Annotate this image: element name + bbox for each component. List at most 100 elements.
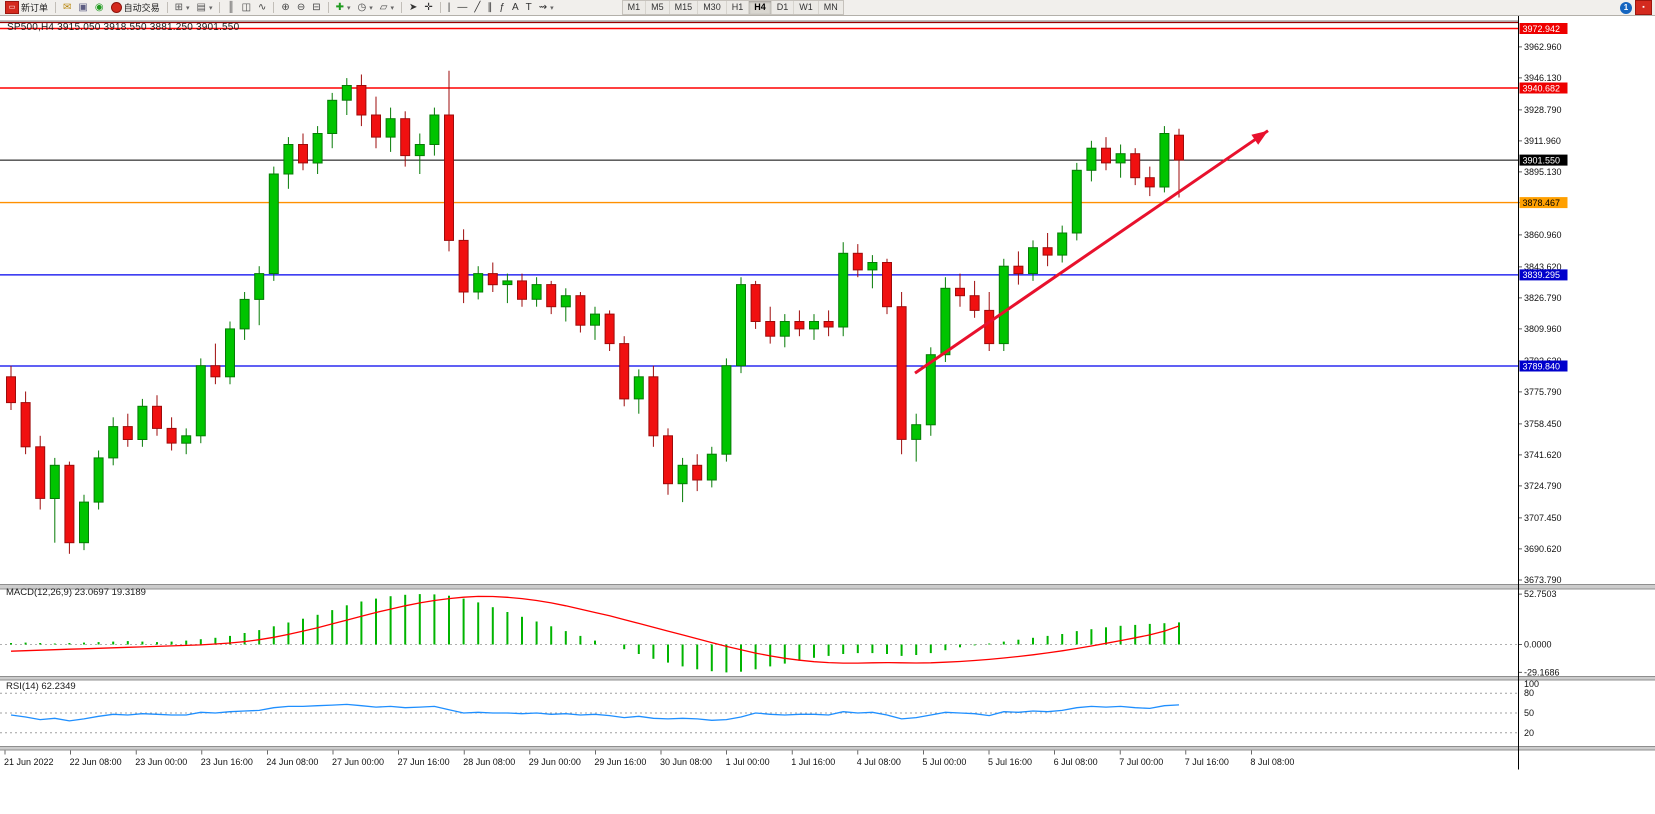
timeframe-d1[interactable]: D1 [772, 1, 795, 14]
svg-text:20: 20 [1524, 728, 1534, 738]
svg-text:23 Jun 00:00: 23 Jun 00:00 [135, 757, 187, 767]
candlestick-icon[interactable]: ◫ [239, 1, 254, 14]
tile-windows-icon: ⊟ [312, 1, 321, 13]
timeframe-h4[interactable]: H4 [749, 1, 772, 14]
order-ticket-icon: ▭ [5, 1, 19, 14]
auto-trading-button-label: 自动交易 [123, 3, 160, 13]
crosshair-icon: ✛ [424, 1, 433, 13]
fibonacci-icon: ƒ [499, 1, 505, 13]
svg-text:23 Jun 16:00: 23 Jun 16:00 [201, 757, 253, 767]
horizontal-line-icon[interactable]: — [454, 1, 470, 14]
cursor-icon[interactable]: ➤ [406, 1, 420, 14]
svg-text:3826.790: 3826.790 [1524, 293, 1562, 303]
zoom-in-icon[interactable]: ⊕ [278, 1, 292, 14]
timeframe-m15[interactable]: M15 [670, 1, 699, 14]
tile-windows-icon[interactable]: ⊟ [309, 1, 323, 14]
svg-text:27 Jun 16:00: 27 Jun 16:00 [398, 757, 450, 767]
svg-text:3789.840: 3789.840 [1523, 361, 1561, 371]
svg-text:3741.620: 3741.620 [1524, 450, 1562, 460]
svg-text:4 Jul 08:00: 4 Jul 08:00 [857, 757, 901, 767]
new-chart-icon: ⊞ [174, 1, 183, 13]
arrows-icon: ⇝ [538, 1, 548, 13]
timeframe-m1[interactable]: M1 [623, 1, 647, 14]
text-icon[interactable]: A [509, 1, 522, 14]
svg-text:3690.620: 3690.620 [1524, 544, 1562, 554]
svg-text:80: 80 [1524, 688, 1534, 698]
candlestick-icon: ◫ [241, 1, 252, 13]
auto-trading-button[interactable]: 自动交易 [108, 1, 163, 14]
dropdown-caret-icon: ▾ [346, 4, 351, 12]
new-order-button[interactable]: ▭ 新订单 [2, 1, 51, 14]
toolbar-right: 1 ▪ [1620, 0, 1653, 15]
dropdown-caret-icon: ▾ [390, 4, 394, 12]
svg-text:7 Jul 00:00: 7 Jul 00:00 [1119, 757, 1163, 767]
zoom-out-icon[interactable]: ⊖ [294, 1, 308, 14]
profiles-icon[interactable]: ▤ ▾ [194, 1, 216, 14]
templates-icon: ▱ [379, 1, 388, 13]
profiles-icon: ▤ [196, 1, 206, 13]
timeframe-mn[interactable]: MN [823, 2, 838, 12]
svg-text:3928.790: 3928.790 [1524, 105, 1562, 115]
sound-icon[interactable]: ◉ [92, 1, 107, 14]
crosshair-icon[interactable]: ✛ [421, 1, 435, 14]
svg-text:29 Jun 00:00: 29 Jun 00:00 [529, 757, 581, 767]
templates-icon[interactable]: ▱ ▾ [377, 1, 397, 14]
toolbar-separator [327, 2, 329, 13]
svg-text:3758.450: 3758.450 [1524, 419, 1562, 429]
label-icon[interactable]: T [523, 1, 535, 14]
timeframe-w1[interactable]: W1 [794, 1, 819, 14]
svg-text:3972.942: 3972.942 [1523, 24, 1561, 34]
vertical-line-icon[interactable]: | [445, 1, 454, 14]
mail-icon[interactable]: ✉ [60, 1, 74, 14]
svg-text:100: 100 [1524, 679, 1539, 689]
zoom-out-icon: ⊖ [296, 1, 306, 13]
svg-text:5 Jul 00:00: 5 Jul 00:00 [922, 757, 966, 767]
notification-badge[interactable]: 1 [1620, 1, 1632, 14]
svg-text:8 Jul 08:00: 8 Jul 08:00 [1250, 757, 1294, 767]
periods-icon[interactable]: ◷ ▾ [355, 1, 376, 14]
svg-text:3707.450: 3707.450 [1524, 513, 1562, 523]
svg-text:22 Jun 08:00: 22 Jun 08:00 [70, 757, 122, 767]
channel-icon: ∥ [487, 1, 493, 13]
arrows-icon[interactable]: ⇝ ▾ [536, 1, 557, 14]
dropdown-caret-icon: ▾ [369, 4, 373, 12]
trendline-icon[interactable]: ╱ [471, 1, 483, 14]
svg-text:7 Jul 16:00: 7 Jul 16:00 [1185, 757, 1229, 767]
right-corner-icon[interactable]: ▪ [1635, 0, 1652, 15]
cursor-icon: ➤ [408, 1, 418, 13]
indicators-icon[interactable]: ✚ ▾ [333, 1, 354, 14]
svg-text:21 Jun 2022: 21 Jun 2022 [4, 757, 54, 767]
zoom-in-icon: ⊕ [281, 1, 290, 13]
autotrade-dot-icon [110, 2, 122, 13]
toolbar-separator [166, 2, 168, 13]
svg-text:29 Jun 16:00: 29 Jun 16:00 [594, 757, 646, 767]
news-icon[interactable]: ▣ [75, 1, 90, 14]
chart-canvas[interactable]: 3962.960 3946.130 3928.790 3911.960 3895.130… [0, 16, 1655, 814]
chart-area: 3962.960 3946.130 3928.790 3911.960 3895.130… [0, 16, 1655, 814]
dropdown-caret-icon: ▾ [550, 4, 554, 12]
bar-chart-icon: ║ [227, 1, 235, 13]
vertical-line-icon: | [447, 1, 451, 13]
toolbar-separator [219, 2, 221, 13]
new-chart-icon[interactable]: ⊞ ▾ [172, 1, 193, 14]
timeframe-m30[interactable]: M30 [698, 1, 727, 14]
channel-icon[interactable]: ∥ [484, 1, 495, 14]
fibonacci-icon[interactable]: ƒ [496, 1, 508, 14]
line-chart-icon: ∿ [258, 1, 267, 13]
svg-text:3940.682: 3940.682 [1523, 83, 1561, 93]
timeframe-h1[interactable]: H1 [727, 1, 750, 14]
svg-text:3962.960: 3962.960 [1524, 42, 1562, 52]
line-chart-icon[interactable]: ∿ [255, 1, 269, 14]
sound-icon: ◉ [94, 1, 104, 13]
bar-chart-icon[interactable]: ║ [224, 1, 237, 14]
toolbar-separator [439, 2, 441, 13]
indicators-icon: ✚ [335, 1, 344, 13]
news-icon: ▣ [78, 1, 88, 13]
svg-text:3946.130: 3946.130 [1524, 73, 1562, 83]
timeframe-m5[interactable]: M5 [646, 1, 670, 14]
svg-text:-29.1686: -29.1686 [1524, 667, 1560, 677]
svg-text:1 Jul 00:00: 1 Jul 00:00 [726, 757, 770, 767]
svg-text:3839.295: 3839.295 [1523, 270, 1561, 280]
svg-text:5 Jul 16:00: 5 Jul 16:00 [988, 757, 1032, 767]
toolbar: ▭ 新订单 ✉ ▣ ◉ 自动交易 ⊞ ▾ ▤ ▾ ║ ◫ ∿ ⊕ ⊖ ⊟ ✚ ▾ ◷ ▾ ▱ ▾ ➤ ✛ | — ╱ ∥ ƒ A T ⇝ ▾ M… [0, 0, 1655, 16]
